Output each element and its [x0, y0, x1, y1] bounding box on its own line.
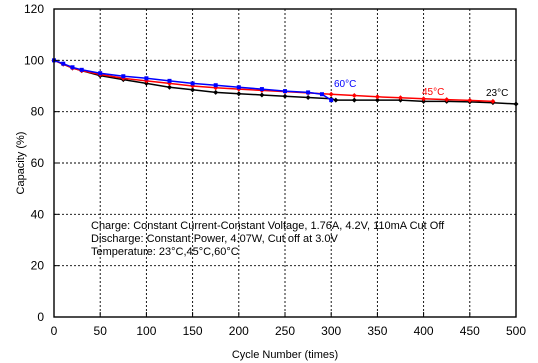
- series-line-45c: [53, 59, 493, 103]
- x-tick-label: 350: [367, 324, 387, 338]
- x-tick-label: 50: [94, 324, 108, 338]
- y-tick-label: 80: [31, 105, 45, 119]
- series-layer: [51, 57, 519, 107]
- y-tick-label: 60: [31, 156, 45, 170]
- annotation-temperature: Temperature: 23°C,45°C,60°C: [91, 246, 239, 258]
- x-tick-label: 300: [321, 324, 341, 338]
- data-point-60c: [144, 76, 149, 81]
- data-point-23c: [143, 80, 149, 86]
- data-point-60c: [319, 92, 324, 97]
- data-point-60c: [121, 74, 126, 79]
- x-tick-label: 0: [51, 324, 58, 338]
- data-point-60c: [167, 78, 172, 83]
- data-point-45c: [444, 97, 450, 103]
- data-point-45c: [328, 91, 334, 97]
- y-tick-label: 0: [37, 310, 44, 324]
- series-line-60c: [53, 59, 332, 101]
- x-tick-label: 500: [506, 324, 526, 338]
- data-point-60c: [213, 83, 218, 88]
- data-point-60c: [98, 71, 103, 76]
- x-tick-label: 250: [275, 324, 295, 338]
- data-point-23c: [190, 87, 196, 93]
- x-tick-label: 200: [229, 324, 249, 338]
- series-label-45: 45°C: [422, 87, 444, 98]
- data-point-60c: [236, 85, 241, 90]
- y-tick-label: 20: [31, 259, 45, 273]
- data-point-60c: [70, 65, 75, 70]
- data-point-45c: [374, 94, 380, 100]
- x-tick-label: 450: [460, 324, 480, 338]
- y-axis-title: Capacity (%): [15, 132, 27, 195]
- series-label-23: 23°C: [486, 88, 508, 99]
- data-point-45c: [490, 98, 496, 104]
- data-point-23c: [333, 97, 339, 103]
- series-line-23c: [53, 59, 517, 105]
- y-tick-label: 100: [24, 53, 44, 67]
- x-tick-label: 150: [183, 324, 203, 338]
- data-point-45c: [467, 97, 473, 103]
- data-point-23c: [421, 98, 427, 104]
- x-axis-title: Cycle Number (times): [232, 349, 338, 361]
- data-point-60c: [61, 61, 66, 66]
- data-point-45c: [421, 96, 427, 102]
- ticks: 0 50 100 150 200 250 300 350 400 450 500 0 20 40 60 80 1…: [24, 2, 526, 338]
- data-point-23c: [236, 91, 242, 97]
- x-tick-label: 400: [414, 324, 434, 338]
- data-point-23c: [305, 95, 311, 101]
- data-point-60c: [283, 89, 287, 94]
- y-tick-label: 40: [31, 207, 45, 221]
- y-tick-label: 120: [24, 2, 44, 16]
- data-point-23c: [259, 92, 265, 98]
- data-point-45c: [351, 92, 357, 98]
- x-tick-label: 100: [136, 324, 156, 338]
- data-point-60c: [329, 98, 334, 103]
- annotation-charge: Charge: Constant Current-Constant Voltag…: [91, 220, 445, 232]
- data-point-23c: [282, 93, 288, 99]
- grid: [54, 9, 516, 317]
- data-point-60c: [259, 87, 264, 92]
- data-point-60c: [190, 81, 195, 86]
- data-point-23c: [374, 97, 380, 103]
- data-point-23c: [167, 84, 172, 90]
- annotation-discharge: Discharge: Constant Power, 4.07W, Cut of…: [91, 233, 338, 245]
- data-point-45c: [398, 95, 403, 101]
- series-label-60: 60°C: [334, 79, 356, 90]
- data-point-23c: [213, 89, 219, 95]
- data-point-60c: [79, 67, 84, 72]
- data-point-60c: [306, 90, 311, 95]
- data-point-23c: [351, 97, 357, 103]
